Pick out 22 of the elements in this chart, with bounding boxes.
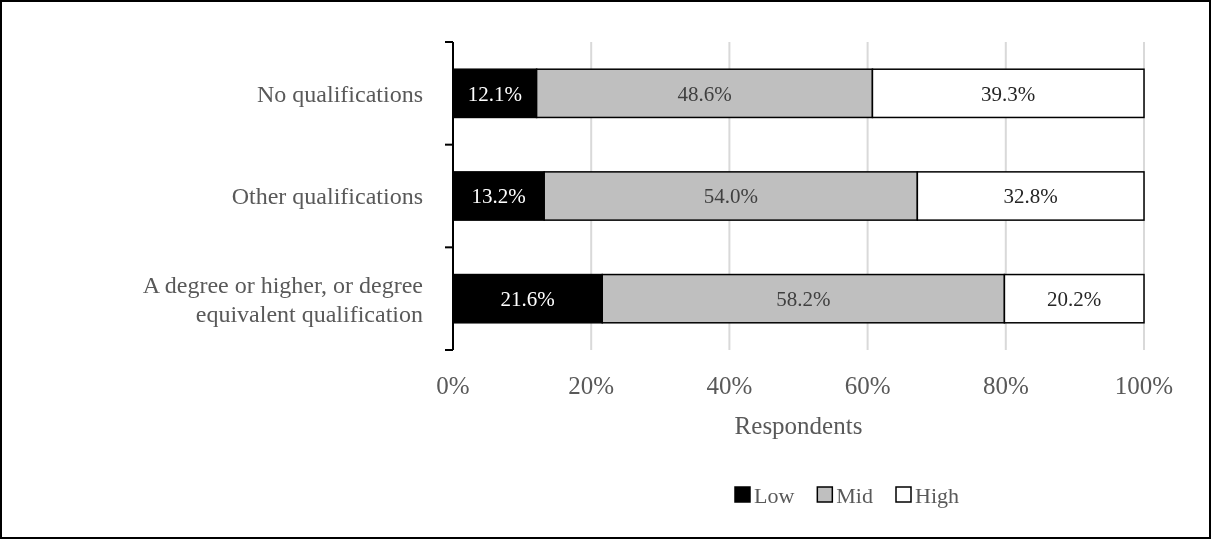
legend-label: High — [915, 482, 959, 508]
data-label: 58.2% — [776, 287, 831, 312]
x-tick-label: 60% — [844, 371, 891, 399]
legend-label: Low — [754, 482, 795, 508]
y-tick-label: Other qualifications — [231, 183, 423, 210]
x-tick-label: 20% — [568, 371, 615, 399]
legend-label: Mid — [836, 482, 874, 508]
x-tick-label: 100% — [1114, 371, 1174, 399]
data-label: 12.1% — [467, 81, 522, 106]
y-tick-label: No qualifications — [257, 80, 423, 107]
y-tick-label: A degree or higher, or degree equivalent qualification — [142, 271, 423, 327]
data-label: 39.3% — [981, 81, 1036, 106]
x-tick-label: 40% — [706, 371, 753, 399]
data-label: 13.2% — [471, 184, 526, 209]
x-axis-title: Respondents — [734, 411, 863, 439]
x-tick-label: 80% — [982, 371, 1029, 399]
data-label: 54.0% — [703, 184, 758, 209]
data-label: 48.6% — [677, 81, 732, 106]
data-label: 20.2% — [1047, 287, 1102, 312]
data-label: 32.8% — [1003, 184, 1058, 209]
x-tick-label: 0% — [436, 371, 470, 399]
data-label: 21.6% — [500, 287, 555, 312]
